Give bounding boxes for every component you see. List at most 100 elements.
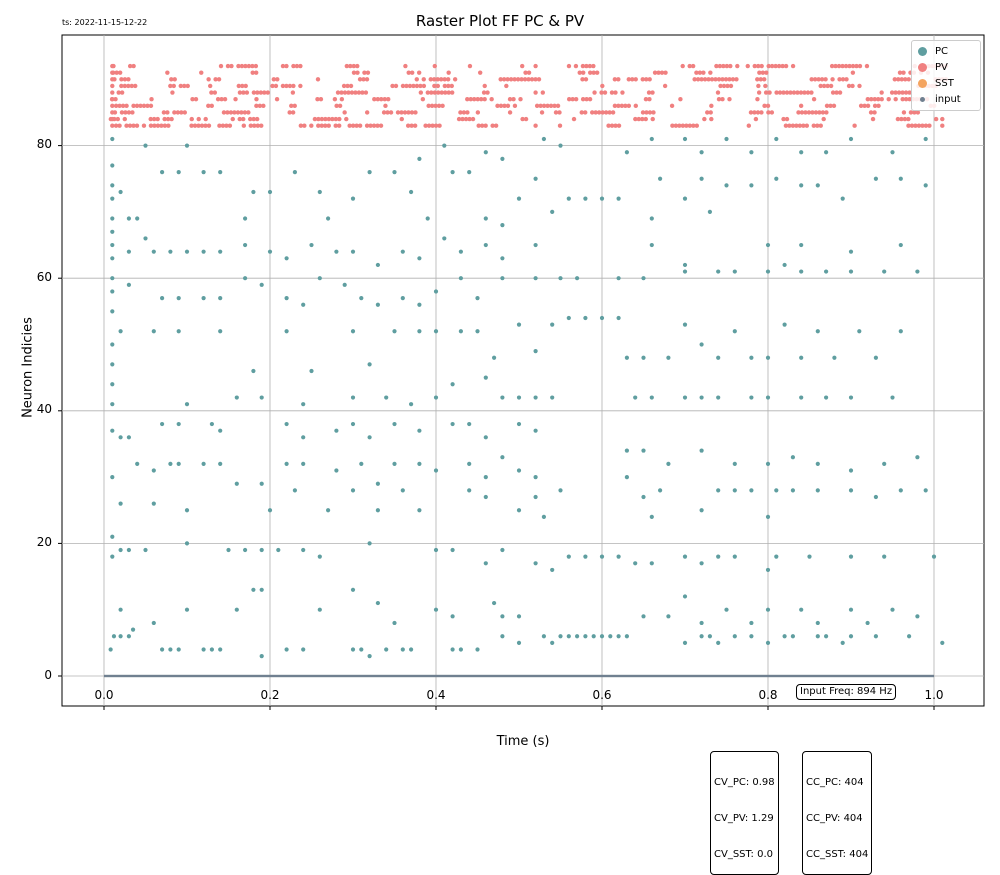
pv-spike: [206, 77, 211, 82]
pv-spike: [763, 90, 769, 95]
pv-spike: [383, 103, 388, 109]
pv-spike: [280, 83, 286, 89]
pv-spike: [172, 110, 177, 115]
pc-spike: [550, 567, 555, 573]
pv-spike: [773, 63, 778, 69]
pv-spike: [162, 123, 168, 128]
pc-spike: [375, 262, 380, 268]
pv-spike: [714, 63, 719, 69]
pv-spike: [896, 77, 901, 82]
pc-spike: [658, 176, 663, 181]
pv-spike: [534, 103, 540, 109]
pv-spike: [168, 83, 173, 89]
pv-spike: [253, 70, 259, 75]
pc-spike: [566, 315, 571, 321]
pv-spike: [862, 103, 867, 109]
pv-spike: [429, 90, 434, 95]
pv-spike: [512, 77, 517, 82]
pc-spike: [815, 461, 820, 466]
pv-spike: [857, 83, 862, 89]
pc-spike: [458, 249, 463, 254]
pv-spike: [482, 83, 487, 89]
pv-spike: [465, 96, 470, 102]
pv-spike: [251, 116, 256, 122]
pv-spike: [235, 110, 241, 115]
pv-spike: [319, 116, 325, 122]
pv-spike: [375, 123, 380, 128]
pv-spike: [508, 77, 514, 82]
pv-spike: [769, 110, 775, 115]
pv-spike: [695, 77, 701, 82]
pv-spike: [479, 96, 484, 102]
pc-spike: [417, 302, 422, 307]
pc-spike: [110, 256, 115, 261]
pv-spike: [752, 110, 757, 115]
pv-spike: [821, 83, 827, 89]
pv-spike: [438, 77, 444, 82]
pv-spike: [616, 77, 621, 82]
pv-spike: [117, 70, 123, 75]
pc-spike: [176, 421, 181, 427]
pc-spike: [350, 196, 356, 201]
pc-spike: [558, 276, 563, 281]
pc-spike: [500, 547, 505, 553]
pv-spike: [823, 77, 828, 82]
pc-spike: [392, 170, 397, 175]
pv-spike: [212, 90, 218, 95]
pv-spike: [428, 77, 433, 82]
pv-spike: [148, 116, 153, 122]
pv-spike: [193, 96, 199, 102]
pv-spike: [436, 103, 442, 109]
pv-spike: [117, 123, 122, 128]
pv-spike: [718, 83, 723, 89]
pv-spike: [825, 83, 830, 89]
pv-spike: [507, 110, 513, 115]
pc-spike: [641, 448, 646, 453]
pv-spike: [596, 110, 602, 115]
pv-spike: [206, 123, 212, 128]
pc-spike: [583, 315, 588, 321]
pc-spike: [375, 302, 380, 307]
pc-spike: [218, 461, 223, 466]
pc-spike: [699, 508, 704, 513]
pv-spike: [440, 103, 445, 109]
pc-spike: [292, 488, 297, 493]
pc-spike: [126, 547, 131, 553]
pc-spike: [151, 249, 156, 254]
pc-spike: [350, 395, 356, 400]
pc-spike: [317, 554, 322, 559]
pv-spike: [633, 77, 638, 82]
pv-spike: [130, 110, 135, 115]
pc-spike: [384, 395, 389, 400]
pv-spike: [216, 77, 222, 82]
pc-spike: [749, 183, 754, 188]
pc-spike: [442, 143, 447, 148]
pv-spike: [110, 90, 115, 95]
pc-spike: [108, 647, 113, 652]
pv-spike: [426, 123, 432, 128]
pc-spike: [765, 242, 771, 248]
legend-item-pv: PV: [912, 59, 980, 75]
pv-spike: [746, 123, 752, 128]
pc-spike: [417, 156, 422, 161]
pv-spike: [620, 90, 625, 95]
pc-spike: [176, 170, 181, 175]
pv-spike: [254, 96, 259, 102]
pv-spike: [501, 77, 507, 82]
pv-spike: [290, 90, 296, 95]
pv-spike: [261, 103, 266, 109]
pv-spike: [110, 63, 115, 69]
pc-spike: [799, 355, 804, 360]
pv-spike: [219, 96, 224, 102]
pc-spike: [682, 136, 688, 142]
pc-spike: [500, 256, 505, 261]
pc-spike: [251, 189, 256, 195]
pv-spike: [571, 116, 577, 122]
pv-spike: [820, 110, 826, 115]
legend-item-pc: PC: [912, 43, 980, 59]
pv-spike: [169, 77, 174, 82]
pv-spike: [828, 83, 834, 89]
pc-spike: [251, 587, 256, 592]
pv-spike: [113, 123, 119, 128]
pv-spike: [798, 90, 804, 95]
